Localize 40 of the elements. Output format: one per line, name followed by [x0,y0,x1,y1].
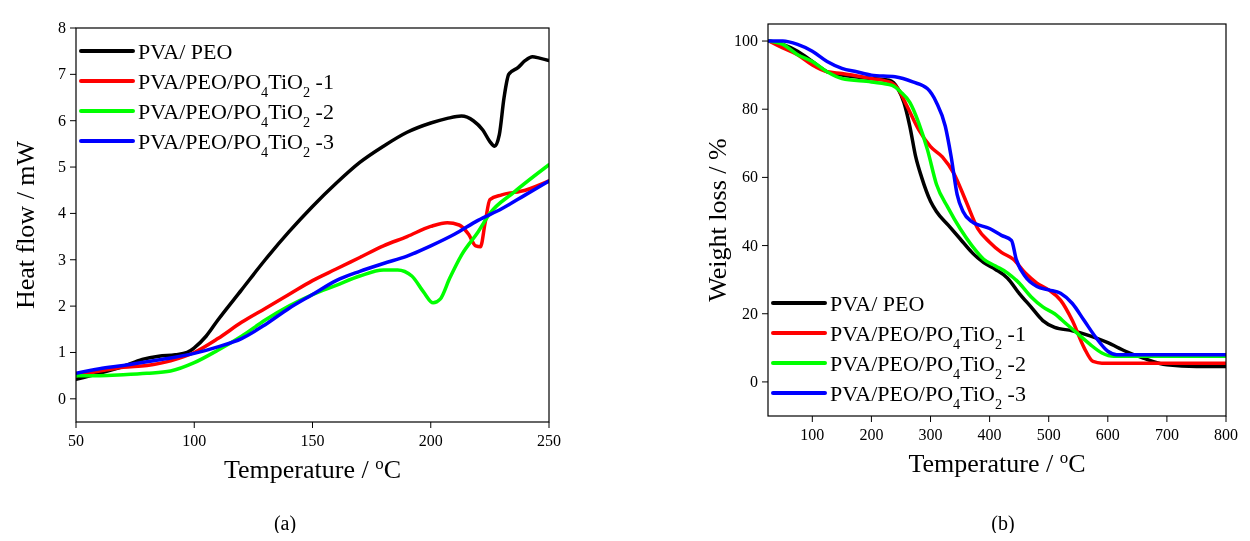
x-tick-label: 100 [182,432,207,449]
x-tick-label: 700 [1154,426,1179,443]
x-tick-label: 200 [418,432,443,449]
y-tick-label: 7 [58,65,66,83]
y-axis-title: Weight loss / % [703,138,732,302]
y-tick-label: 2 [58,297,66,315]
x-tick-label: 300 [918,426,943,443]
y-tick-label: 3 [58,250,66,268]
legend-label: PVA/PEO/PO$_{4}$TiO$_{2}$ -2 [138,99,334,130]
legend-label: PVA/PEO/PO$_{4}$TiO$_{2}$ -1 [830,321,1026,352]
y-axis-title: Heat flow / mW [11,140,40,310]
y-tick-label: 1 [58,343,66,361]
y-tick-label: 20 [742,304,758,322]
x-tick-label: 50 [68,432,84,449]
y-tick-label: 4 [58,204,66,222]
y-tick-label: 60 [742,168,758,186]
x-tick-label: 200 [859,426,884,443]
x-tick-label: 800 [1214,426,1238,443]
y-tick-label: 8 [58,19,66,36]
y-tick-label: 40 [742,236,758,254]
legend-label: PVA/ PEO [830,291,925,316]
y-tick-label: 80 [742,100,758,118]
x-tick-label: 400 [977,426,1002,443]
x-tick-label: 500 [1036,426,1061,443]
x-axis-title: Temperature / $^{o}$C [223,453,402,484]
x-axis-title: Temperature / $^{o}$C [908,447,1086,478]
y-tick-label: 6 [58,111,66,129]
x-tick-label: 250 [537,432,561,449]
legend-label: PVA/PEO/PO$_{4}$TiO$_{2}$ -2 [830,351,1026,382]
x-tick-label: 600 [1095,426,1120,443]
y-tick-label: 0 [58,389,66,407]
y-tick-label: 0 [750,372,758,390]
legend-label: PVA/PEO/PO$_{4}$TiO$_{2}$ -3 [138,129,334,160]
x-tick-label: 100 [800,426,825,443]
y-tick-label: 100 [734,32,758,50]
legend-label: PVA/PEO/PO$_{4}$TiO$_{2}$ -3 [830,381,1026,412]
y-tick-label: 5 [58,158,66,176]
legend-label: PVA/PEO/PO$_{4}$TiO$_{2}$ -1 [138,69,334,100]
x-tick-label: 150 [300,432,325,449]
legend-label: PVA/ PEO [138,39,233,64]
